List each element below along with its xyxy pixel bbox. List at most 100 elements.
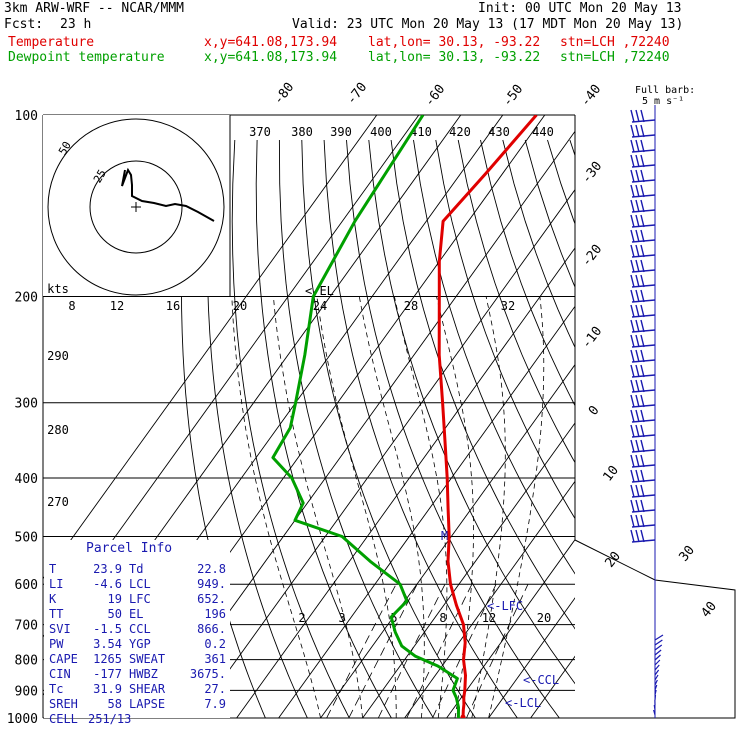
barb-flag <box>640 394 645 408</box>
moist-adiabat <box>471 296 506 718</box>
wind-barb <box>630 529 656 543</box>
parcel-value: 196 <box>204 607 226 621</box>
isotherm-label: 20 <box>603 549 624 571</box>
parcel-eq: = <box>55 574 56 576</box>
wind-barb <box>630 244 656 258</box>
parcel-key: LAPSE <box>129 697 165 711</box>
wind-barb <box>630 424 656 438</box>
dry-adiabat <box>413 139 575 575</box>
barb-flag <box>630 109 635 123</box>
low-level-barb <box>654 634 664 641</box>
barb-flag <box>635 154 640 168</box>
parcel-key: CIN <box>49 667 71 681</box>
parcel-key: SREH <box>49 697 78 711</box>
barb-flag <box>640 349 645 363</box>
isotherm-label: -30 <box>579 159 605 187</box>
barb-flag <box>640 184 645 198</box>
isotherm-label: -40 <box>578 82 604 110</box>
hodograph-speed-label: 16 <box>166 299 180 313</box>
wind-barb <box>630 484 656 498</box>
hodograph-speed-label: 20 <box>233 299 247 313</box>
theta-lower-label: 290 <box>47 349 69 363</box>
barb-flag <box>630 319 635 333</box>
pressure-label-300: 300 <box>15 397 38 412</box>
parcel-value: 23.9 <box>93 562 122 576</box>
theta-label: 390 <box>330 125 352 139</box>
barb-flag <box>630 169 635 183</box>
parcel-key: Tc <box>49 682 63 696</box>
parcel-cell-label: CELL <box>49 712 78 726</box>
barb-flag <box>635 364 640 378</box>
wind-barb <box>630 169 656 183</box>
isotherm-label: -50 <box>500 82 526 110</box>
model-title: 3km ARW-WRF -- NCAR/MMM <box>4 1 185 16</box>
parcel-value: 58 <box>108 697 122 711</box>
low-level-barb <box>654 654 661 661</box>
hodograph-speed-label: 8 <box>68 299 75 313</box>
barb-flag <box>640 109 645 123</box>
temperature-station: stn=LCH ,72240 <box>560 35 670 50</box>
hodograph-speed-label: 24 <box>313 299 327 313</box>
barb-flag <box>635 349 640 363</box>
level-marker: M <box>441 529 448 543</box>
isotherm-line <box>362 422 575 718</box>
mixing-ratio-label: 8 <box>439 611 446 625</box>
moist-adiabat <box>316 296 397 718</box>
parcel-key: SHEAR <box>129 682 166 696</box>
mixing-ratio-label: 2 <box>298 611 305 625</box>
wind-barb <box>630 274 656 288</box>
hodograph-origin <box>131 202 141 212</box>
parcel-value: 0.2 <box>204 637 226 651</box>
barb-flag <box>630 424 635 438</box>
parcel-value: 949. <box>197 577 226 591</box>
wind-barb <box>630 454 656 468</box>
barb-flag <box>630 289 635 303</box>
barb-flag <box>640 229 645 243</box>
barb-flag <box>630 214 635 228</box>
parcel-key: LI <box>49 577 63 591</box>
isotherm-line <box>236 247 575 718</box>
moist-adiabat <box>436 296 474 718</box>
temperature-legend: Temperature <box>8 35 95 50</box>
barb-flag <box>630 499 635 513</box>
hodograph-speed-label: kts <box>47 282 69 296</box>
barb-flag <box>635 424 640 438</box>
parcel-value: 361 <box>204 652 226 666</box>
wind-barb <box>630 319 656 333</box>
low-level-barb <box>654 674 659 681</box>
parcel-title: Parcel Info <box>86 541 172 556</box>
mixing-ratio-label: 20 <box>537 611 551 625</box>
wind-barb <box>630 514 656 528</box>
dry-adiabat <box>502 139 575 349</box>
barb-flag <box>630 244 635 258</box>
hodograph-trace <box>121 167 215 222</box>
low-level-barb <box>654 689 657 696</box>
wind-barb <box>630 259 656 273</box>
barb-flag <box>630 469 635 483</box>
barb-flag <box>640 364 645 378</box>
dewpoint-station: stn=LCH ,72240 <box>560 50 670 65</box>
low-level-barb <box>654 639 663 646</box>
barb-flag <box>630 454 635 468</box>
low-level-barb <box>654 644 663 651</box>
barb-flag <box>630 199 635 213</box>
wind-barb <box>630 229 656 243</box>
parcel-key: LCL <box>129 577 151 591</box>
barb-flag <box>635 274 640 288</box>
barb-flag <box>640 439 645 453</box>
barb-flag <box>635 109 640 123</box>
wind-barb <box>630 499 656 513</box>
parcel-value: 1265 <box>93 652 122 666</box>
dry-adiabat <box>682 140 740 731</box>
hodograph-ring-label: 50 <box>56 139 74 157</box>
dry-adiabat <box>346 139 560 718</box>
low-level-barb <box>654 649 662 656</box>
parcel-value: 3675. <box>190 667 226 681</box>
barb-flag <box>635 409 640 423</box>
isotherm-line <box>194 188 575 718</box>
low-level-barb <box>654 684 658 691</box>
barb-flag <box>640 154 645 168</box>
dry-adiabat <box>659 140 740 731</box>
isotherm-label: 0 <box>586 403 603 418</box>
wind-barb <box>630 334 656 348</box>
